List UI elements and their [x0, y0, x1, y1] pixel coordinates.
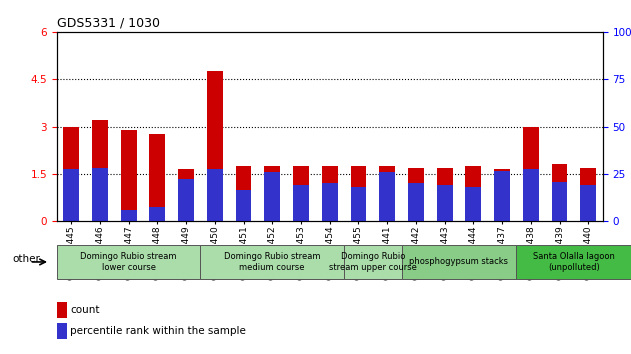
- FancyBboxPatch shape: [516, 245, 631, 279]
- FancyBboxPatch shape: [57, 245, 201, 279]
- Bar: [235, 166, 251, 221]
- Bar: [523, 127, 539, 221]
- Bar: [494, 169, 510, 221]
- Bar: [178, 179, 194, 221]
- Bar: [581, 185, 596, 221]
- Text: percentile rank within the sample: percentile rank within the sample: [70, 326, 245, 336]
- Text: phosphogypsum stacks: phosphogypsum stacks: [410, 257, 509, 267]
- Bar: [322, 166, 338, 221]
- Bar: [178, 169, 194, 221]
- Bar: [207, 169, 223, 221]
- Bar: [551, 182, 567, 221]
- Bar: [466, 187, 481, 221]
- Text: Santa Olalla lagoon
(unpolluted): Santa Olalla lagoon (unpolluted): [533, 252, 615, 272]
- Bar: [207, 71, 223, 221]
- Bar: [322, 183, 338, 221]
- Bar: [466, 166, 481, 221]
- Bar: [150, 135, 165, 221]
- Bar: [408, 183, 424, 221]
- Bar: [57, 323, 67, 339]
- Bar: [551, 164, 567, 221]
- Bar: [494, 171, 510, 221]
- Bar: [235, 190, 251, 221]
- Bar: [351, 166, 367, 221]
- Bar: [437, 167, 452, 221]
- Bar: [351, 187, 367, 221]
- Text: Domingo Rubio
stream upper course: Domingo Rubio stream upper course: [329, 252, 416, 272]
- Text: GDS5331 / 1030: GDS5331 / 1030: [57, 16, 160, 29]
- Text: other: other: [13, 254, 40, 264]
- Bar: [437, 185, 452, 221]
- FancyBboxPatch shape: [201, 245, 344, 279]
- Bar: [121, 210, 136, 221]
- Bar: [293, 185, 309, 221]
- Bar: [264, 172, 280, 221]
- Bar: [92, 120, 108, 221]
- FancyBboxPatch shape: [344, 245, 401, 279]
- Bar: [523, 169, 539, 221]
- FancyBboxPatch shape: [401, 245, 516, 279]
- Bar: [379, 172, 395, 221]
- Bar: [57, 302, 67, 318]
- Bar: [408, 167, 424, 221]
- Bar: [63, 169, 79, 221]
- Text: Domingo Rubio stream
medium course: Domingo Rubio stream medium course: [224, 252, 321, 272]
- Bar: [121, 130, 136, 221]
- Bar: [92, 167, 108, 221]
- Bar: [379, 166, 395, 221]
- Bar: [150, 207, 165, 221]
- Bar: [264, 166, 280, 221]
- Bar: [293, 166, 309, 221]
- Bar: [581, 167, 596, 221]
- Text: count: count: [70, 305, 100, 315]
- Bar: [63, 127, 79, 221]
- Text: Domingo Rubio stream
lower course: Domingo Rubio stream lower course: [80, 252, 177, 272]
